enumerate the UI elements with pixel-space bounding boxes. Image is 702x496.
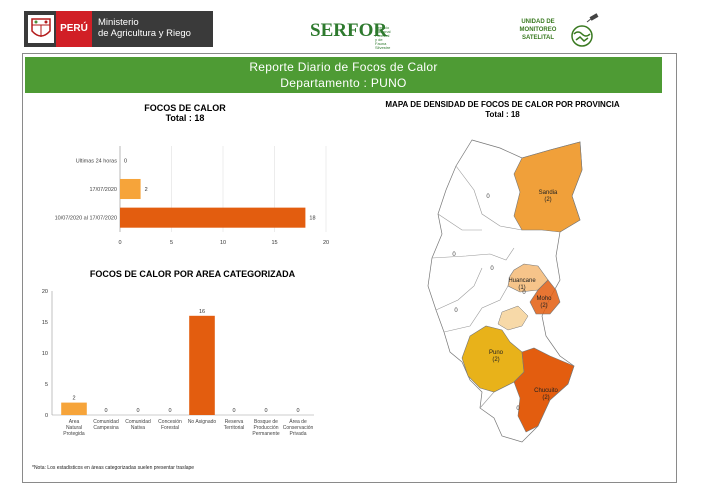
chart2-bar — [189, 315, 215, 415]
chart1-category-label: 17/07/2020 — [89, 187, 117, 193]
chart2-y-tick: 15 — [42, 320, 48, 326]
chart2-value-label: 0 — [296, 408, 299, 414]
chart1-x-tick: 20 — [323, 240, 329, 246]
chart1-value-label: 18 — [309, 216, 315, 222]
report-frame — [22, 53, 677, 483]
map-province-count: (2) — [492, 357, 499, 363]
chart2-y-tick: 0 — [45, 413, 48, 419]
chart2-value-label: 0 — [168, 408, 171, 414]
map-zero-label: 0 — [452, 252, 456, 258]
province-chucuito — [513, 347, 575, 433]
map-province-label: Puno — [489, 350, 504, 356]
chart2-category-label: Reserva Territorial — [224, 419, 245, 431]
chart1-subtitle: Total : 18 — [165, 113, 205, 123]
serfor-subtitle: Servicio Nacional Forestal y de Fauna Si… — [375, 25, 391, 50]
map-subtitle: Total : 18 — [485, 110, 520, 119]
chart2-value-label: 0 — [232, 408, 235, 414]
chart2-category-label: Concesión Forestal — [158, 419, 182, 431]
chart2-category-label: Comunidad Campesina — [93, 419, 119, 431]
map-zero-label: 0 — [454, 308, 458, 314]
map-province-label: Sandia — [539, 190, 558, 196]
chart2-y-tick: 10 — [42, 351, 48, 357]
map-title-block: MAPA DE DENSIDAD DE FOCOS DE CALOR POR P… — [360, 100, 645, 120]
map-zero-label: 0 — [522, 290, 526, 296]
chart2-value-label: 2 — [72, 396, 75, 402]
chart1-x-tick: 15 — [271, 240, 277, 246]
ministry-logo: PERÚ Ministerio de Agricultura y Riego — [24, 11, 213, 47]
chart1-title-block: FOCOS DE CALOR Total : 18 — [100, 103, 270, 123]
map-province-count: (2) — [540, 303, 547, 309]
chart2-category-label: Area Natural Protegida — [63, 419, 85, 437]
map-province-count: (2) — [542, 395, 549, 401]
chart2-category-label: No Asignado — [188, 419, 217, 425]
report-banner: Reporte Diario de Focos de Calor Departa… — [25, 57, 662, 93]
chart2-category-label: Comunidad Nativa — [125, 419, 151, 431]
map-title: MAPA DE DENSIDAD DE FOCOS DE CALOR POR P… — [385, 100, 620, 109]
chart1-bar — [120, 207, 306, 228]
chart1-title: FOCOS DE CALOR — [144, 103, 226, 113]
chart2-bar — [61, 402, 87, 415]
satellite-globe-icon — [568, 12, 604, 53]
hotspot-period-chart: 0 5 10 15 20 Ultimas 24 horas 0 17/07/2020 2 10/0… — [55, 146, 329, 246]
chart1-value-label: 0 — [124, 158, 127, 164]
chart2-value-label: 0 — [264, 408, 267, 414]
chart2-title: FOCOS DE CALOR POR AREA CATEGORIZADA — [89, 269, 296, 279]
chart1-bar — [120, 178, 141, 200]
chart1-category-label: 10/07/2020 al 17/07/2020 — [55, 216, 117, 222]
map-labels: Sandia(2)Huancane(1)Moho(2)Puno(2)Chucui… — [452, 190, 558, 412]
chart2-value-label: 0 — [104, 408, 107, 414]
chart1-x-tick: 5 — [170, 240, 173, 246]
map-province-count: (1) — [518, 285, 525, 291]
report-subtitle: Departamento : PUNO — [280, 76, 407, 90]
ministry-name: Ministerio de Agricultura y Riego — [98, 17, 191, 39]
province-boundary-lines — [431, 165, 551, 409]
map-zero-label: 0 — [490, 266, 494, 272]
map-zero-label: 0 — [516, 406, 520, 412]
chart1-value-label: 2 — [145, 187, 148, 193]
chart1-category-label: Ultimas 24 horas — [76, 158, 118, 164]
puno-province-map: Sandia(2)Huancane(1)Moho(2)Puno(2)Chucui… — [427, 139, 583, 443]
report-title: Reporte Diario de Focos de Calor — [249, 60, 438, 74]
monitoring-unit-label: UNIDAD DE MONITOREO SATELITAL — [519, 19, 557, 41]
chart2-value-label: 0 — [136, 408, 139, 414]
chart1-x-tick: 10 — [220, 240, 226, 246]
chart2-y-tick: 20 — [42, 289, 48, 295]
chart1-x-tick: 0 — [118, 240, 121, 246]
map-zero-label: 0 — [486, 194, 490, 200]
footnote: *Nota: Los estadisticos en áreas categor… — [32, 465, 195, 471]
chart2-category-label: Bosque de Producción Permanente — [252, 419, 279, 437]
chart2-category-label: Área de Conservación Privada — [283, 418, 314, 437]
chart2-y-tick: 5 — [45, 382, 48, 388]
province-moho — [529, 279, 561, 315]
map-province-label: Chucuito — [534, 388, 558, 394]
peru-label: PERÚ — [56, 11, 92, 47]
coat-of-arms-icon — [28, 15, 54, 43]
lake-outline — [497, 305, 529, 331]
province-sandia — [513, 141, 583, 233]
map-province-count: (2) — [544, 197, 551, 203]
map-province-label: Huancane — [508, 278, 536, 284]
serfor-logo: SERFOR — [310, 20, 388, 41]
hotspot-area-chart: 0 5 10 15 20 2 Area Natural Protegida 0 Comunidad C… — [42, 289, 314, 437]
chart2-value-label: 16 — [199, 309, 205, 315]
map-province-label: Moho — [536, 296, 552, 302]
